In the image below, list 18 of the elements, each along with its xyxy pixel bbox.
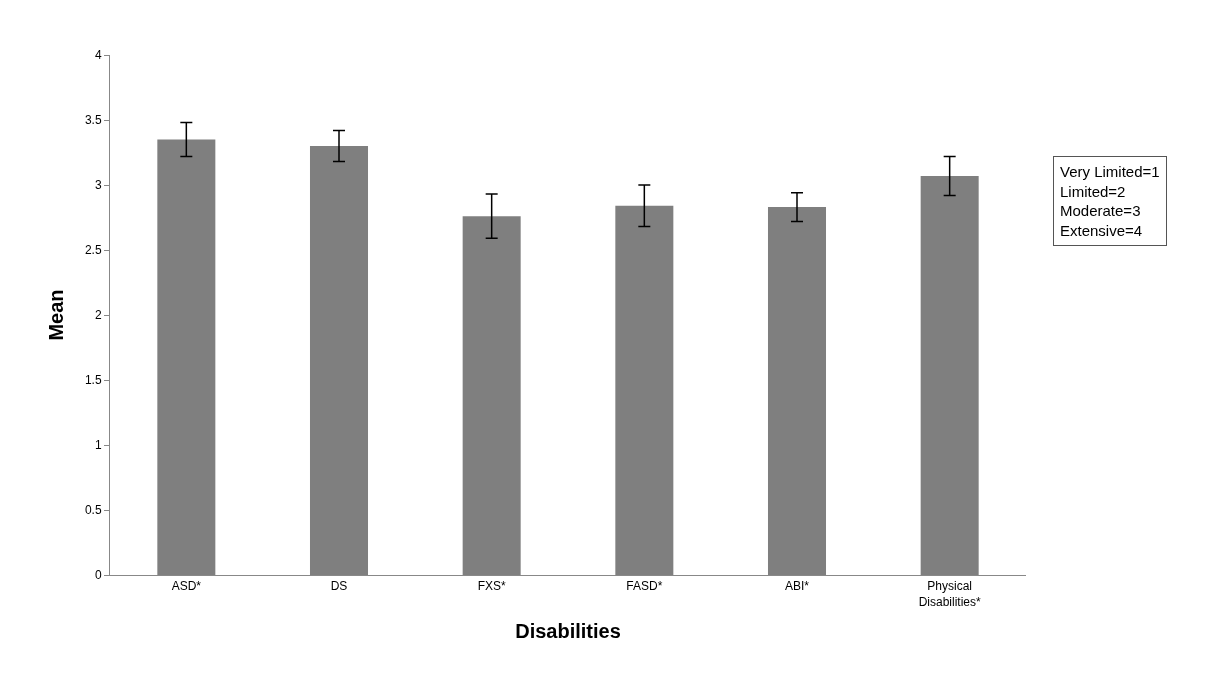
y-tick-label: 3.5: [84, 113, 102, 128]
y-tick-label: 4: [94, 48, 102, 63]
x-tick-label: Physical Disabilities*: [918, 579, 982, 609]
y-tick-label: 2: [94, 308, 102, 323]
y-tick-label: 0.5: [84, 503, 102, 518]
x-tick-label: DS: [330, 579, 348, 594]
x-tick-label: ABI*: [784, 579, 810, 594]
y-tick-label: 1: [94, 438, 102, 453]
text: Very Limited=1 Limited=2 Moderate=3 Extensive=4: [1060, 163, 1160, 239]
y-tick-label: 1.5: [84, 373, 102, 388]
x-tick-label: FXS*: [477, 579, 506, 594]
y-tick-label: 0: [94, 568, 102, 583]
y-axis-title: Mean: [45, 289, 68, 341]
x-tick-label: FASD*: [626, 579, 663, 594]
x-tick-label: ASD*: [171, 579, 202, 594]
y-tick-label: 2.5: [84, 243, 102, 258]
x-axis-title: Disabilities: [515, 619, 621, 642]
y-tick-label: 3: [94, 178, 102, 193]
